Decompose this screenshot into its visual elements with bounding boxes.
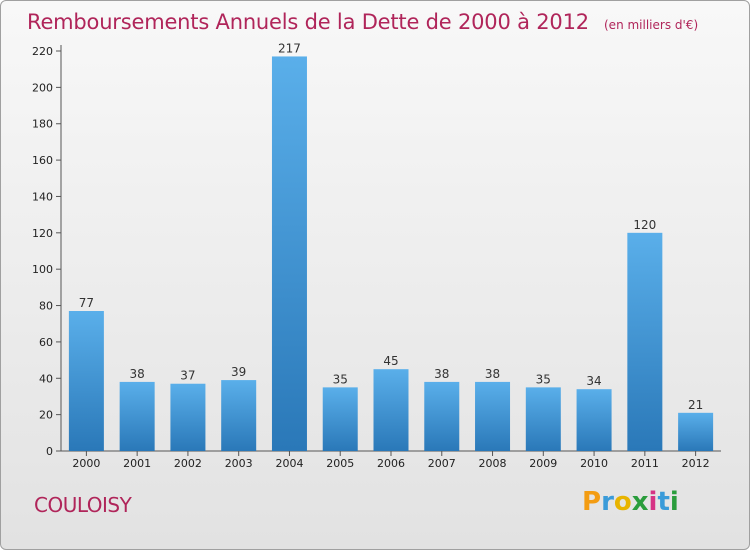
- bar: [119, 381, 155, 451]
- bar: [424, 381, 460, 451]
- x-tick-label: 2009: [529, 457, 557, 470]
- data-label: 39: [231, 365, 246, 379]
- x-tick-label: 2010: [580, 457, 608, 470]
- data-label: 38: [485, 367, 500, 381]
- bar: [576, 389, 612, 451]
- data-label: 21: [688, 398, 703, 412]
- data-label: 217: [278, 41, 301, 55]
- commune-name: COULOISY: [34, 493, 132, 517]
- y-tick-label: 180: [32, 118, 53, 131]
- value-labels: 77 38 37 39 217 35 45 38 38 35 34 120 21: [79, 41, 704, 411]
- y-tick-label: 160: [32, 154, 53, 167]
- chart-subtitle: (en milliers d'€): [604, 18, 699, 32]
- x-tick-label: 2007: [428, 457, 456, 470]
- bar: [221, 380, 257, 451]
- x-tick-label: 2005: [326, 457, 354, 470]
- data-label: 37: [180, 369, 195, 383]
- y-tick-label: 40: [39, 372, 53, 385]
- data-label: 77: [79, 296, 94, 310]
- x-tick-label: 2006: [377, 457, 405, 470]
- x-tick-label: 2012: [682, 457, 710, 470]
- axes: 0 20 40 60 80 100 120 140 160 180 200 220 2000 2001 20…: [32, 45, 721, 470]
- x-tick-label: 2004: [275, 457, 303, 470]
- x-tick-label: 2001: [123, 457, 151, 470]
- logo-letter: x: [631, 487, 649, 517]
- bar: [627, 232, 663, 451]
- y-tick-label: 120: [32, 227, 53, 240]
- logo-letter: i: [669, 487, 679, 517]
- y-tick-label: 0: [46, 445, 53, 458]
- bar: [68, 311, 104, 451]
- x-tick-label: 2008: [479, 457, 507, 470]
- y-tick-label: 200: [32, 81, 53, 94]
- y-tick-label: 220: [32, 45, 53, 58]
- bar: [525, 387, 561, 451]
- x-tick-label: 2003: [225, 457, 253, 470]
- bar: [678, 412, 714, 451]
- logo-letter: r: [601, 487, 614, 517]
- data-label: 38: [130, 367, 145, 381]
- data-label: 34: [586, 374, 601, 388]
- bar: [271, 56, 307, 452]
- data-label: 35: [333, 372, 348, 386]
- bar: [373, 369, 409, 451]
- chart-title: Remboursements Annuels de la Dette de 20…: [27, 10, 589, 34]
- logo-letter: i: [648, 487, 658, 517]
- bars: [68, 56, 714, 452]
- x-tick-label: 2011: [631, 457, 659, 470]
- data-label: 38: [434, 367, 449, 381]
- proxiti-logo: Proxiti: [582, 487, 679, 517]
- y-tick-label: 140: [32, 190, 53, 203]
- data-label: 35: [536, 372, 551, 386]
- logo-letter: P: [582, 487, 602, 517]
- y-tick-label: 20: [39, 409, 53, 422]
- y-tick-label: 60: [39, 336, 53, 349]
- data-label: 45: [383, 354, 398, 368]
- y-tick-label: 80: [39, 300, 53, 313]
- y-tick-label: 100: [32, 263, 53, 276]
- bar: [475, 381, 511, 451]
- bar: [322, 387, 358, 451]
- logo-letter: t: [657, 487, 670, 517]
- bar: [170, 383, 206, 451]
- x-tick-label: 2000: [72, 457, 100, 470]
- x-tick-label: 2002: [174, 457, 202, 470]
- data-label: 120: [633, 218, 656, 232]
- chart-title-block: Remboursements Annuels de la Dette de 20…: [27, 10, 698, 34]
- logo-letter: o: [613, 487, 632, 517]
